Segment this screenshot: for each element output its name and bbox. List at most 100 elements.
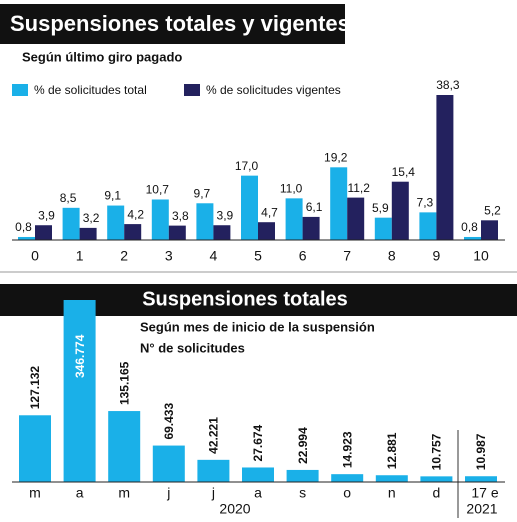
bar xyxy=(196,203,214,240)
y-axis-label: N° de solicitudes xyxy=(140,340,245,355)
value-label: 42.221 xyxy=(207,417,221,454)
bar xyxy=(331,474,364,482)
x-tick-label: a xyxy=(76,485,84,501)
value-label: 3,8 xyxy=(172,209,189,223)
value-label: 38,3 xyxy=(436,78,460,92)
value-label: 5,2 xyxy=(484,203,501,217)
x-tick-label: m xyxy=(118,485,130,501)
x-tick-label: 17 e xyxy=(471,485,498,501)
bar xyxy=(375,475,408,482)
bar xyxy=(168,225,186,240)
bar xyxy=(420,476,453,482)
chart-title: Suspensiones totales xyxy=(142,288,348,310)
bar xyxy=(108,411,141,482)
bar xyxy=(419,212,437,240)
legend-label: % de solicitudes total xyxy=(34,83,147,97)
value-label: 17,0 xyxy=(235,159,259,173)
bar xyxy=(347,197,365,240)
bar xyxy=(302,216,320,240)
bar xyxy=(152,445,185,482)
value-label: 14.923 xyxy=(340,431,354,468)
x-tick-label: j xyxy=(166,485,170,501)
value-label: 127.132 xyxy=(28,366,42,410)
x-tick-label: 9 xyxy=(433,248,441,264)
x-tick-label: 1 xyxy=(76,248,84,264)
value-label: 3,2 xyxy=(83,211,100,225)
bar xyxy=(465,476,497,482)
year-label: 2021 xyxy=(466,501,497,517)
value-label: 69.433 xyxy=(162,403,176,440)
bar xyxy=(258,222,275,240)
x-tick-label: 2 xyxy=(120,248,128,264)
legend-swatch xyxy=(12,84,28,96)
x-tick-label: m xyxy=(29,485,41,501)
value-label: 10.987 xyxy=(474,433,488,470)
value-label: 11,0 xyxy=(280,182,303,196)
value-label: 6,1 xyxy=(306,200,323,214)
bar xyxy=(107,205,125,240)
value-label: 3,9 xyxy=(38,208,55,222)
title-bar xyxy=(0,4,345,44)
value-label: 27.674 xyxy=(251,424,265,461)
value-label: 9,7 xyxy=(194,186,211,200)
bar xyxy=(197,459,230,482)
value-label: 135.165 xyxy=(117,361,131,405)
value-label: 0,8 xyxy=(461,220,478,234)
bar xyxy=(18,236,35,240)
x-tick-label: s xyxy=(299,485,306,501)
value-label: 4,7 xyxy=(261,205,278,219)
x-tick-label: o xyxy=(343,485,351,501)
bar xyxy=(481,220,498,240)
bar xyxy=(124,224,142,240)
bar xyxy=(19,415,51,482)
legend-swatch xyxy=(184,84,200,96)
bar xyxy=(330,167,348,240)
value-label: 4,2 xyxy=(127,207,144,221)
x-tick-label: 6 xyxy=(299,248,307,264)
value-label: 10,7 xyxy=(146,183,170,197)
value-label: 10.757 xyxy=(430,433,444,470)
value-label: 22.994 xyxy=(296,427,310,464)
value-label: 0,8 xyxy=(15,220,32,234)
x-tick-label: a xyxy=(254,485,262,501)
bar xyxy=(35,225,52,240)
bar xyxy=(151,199,169,240)
bar xyxy=(374,217,392,240)
chart-subtitle: Según último giro pagado xyxy=(22,49,182,64)
value-label: 15,4 xyxy=(392,165,416,179)
x-tick-label: 8 xyxy=(388,248,396,264)
x-tick-label: 5 xyxy=(254,248,262,264)
bar xyxy=(62,207,80,240)
x-tick-label: 10 xyxy=(473,248,489,264)
value-label: 7,3 xyxy=(417,196,434,210)
x-tick-label: n xyxy=(388,485,396,501)
bar xyxy=(286,469,319,482)
value-label: 12.881 xyxy=(385,432,399,469)
value-label: 8,5 xyxy=(60,191,77,205)
chart-title: Suspensiones totales y vigentes xyxy=(10,11,350,36)
bar xyxy=(464,236,481,240)
value-label: 9,1 xyxy=(104,189,121,203)
x-tick-label: 3 xyxy=(165,248,173,264)
x-tick-label: 4 xyxy=(210,248,218,264)
value-label: 19,2 xyxy=(324,150,348,164)
bar xyxy=(213,225,231,240)
bar xyxy=(285,198,303,240)
x-tick-label: 7 xyxy=(343,248,351,264)
x-tick-label: d xyxy=(433,485,441,501)
bar xyxy=(63,300,96,482)
value-label: 3,9 xyxy=(217,208,234,222)
x-tick-label: j xyxy=(211,485,215,501)
legend-label: % de solicitudes vigentes xyxy=(206,83,341,97)
bar xyxy=(241,175,258,240)
chart-subtitle: Según mes de inicio de la suspensión xyxy=(140,319,375,334)
value-label: 11,2 xyxy=(347,181,370,195)
bar xyxy=(436,95,454,240)
x-tick-label: 0 xyxy=(31,248,39,264)
year-label: 2020 xyxy=(219,501,250,517)
value-label: 5,9 xyxy=(372,201,389,215)
bar xyxy=(79,227,97,240)
bar xyxy=(391,181,409,240)
bar xyxy=(242,467,274,482)
value-label: 346.774 xyxy=(73,334,87,378)
